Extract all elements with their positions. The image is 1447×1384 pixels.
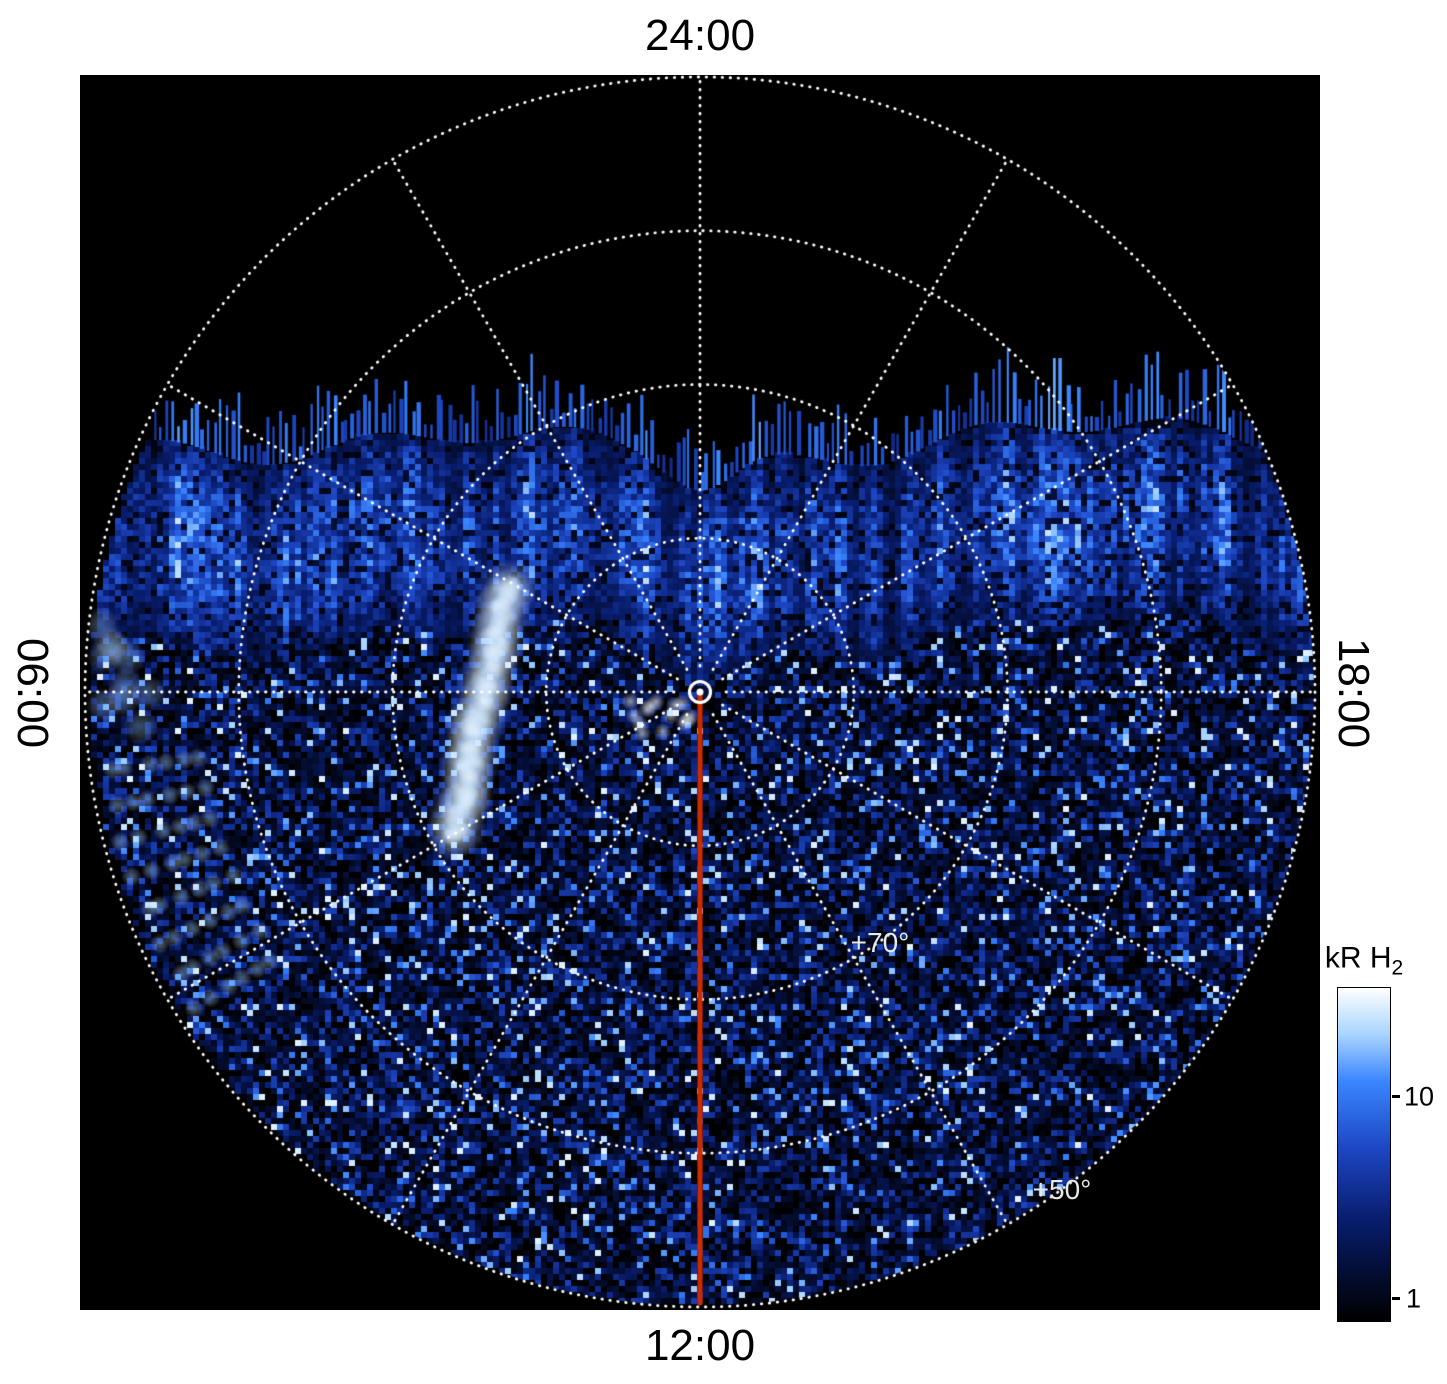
time-label-24: 24:00 — [644, 11, 756, 60]
aurora-heatmap-canvas — [80, 75, 1320, 1310]
time-label-12: 12:00 — [644, 1321, 756, 1370]
colorbar-title-subscript: 2 — [1391, 956, 1404, 980]
polar-plot-area: +70° +50° — [80, 75, 1320, 1310]
colorbar-label-1: 1 — [1406, 1283, 1422, 1314]
colorbar-title-text: kR H — [1324, 941, 1392, 975]
latitude-label-50: +50° — [1032, 1174, 1092, 1205]
colorbar-tick-1-mark — [1392, 1297, 1400, 1300]
colorbar-tick-10-mark — [1392, 1095, 1400, 1098]
time-label-18: 18:00 — [1329, 637, 1378, 749]
colorbar-gradient — [1337, 987, 1391, 1322]
colorbar-title: kR H2 — [1325, 942, 1403, 981]
colorbar-label-10: 10 — [1404, 1081, 1435, 1112]
time-label-06: 06:00 — [8, 637, 57, 749]
latitude-label-70: +70° — [850, 927, 910, 958]
